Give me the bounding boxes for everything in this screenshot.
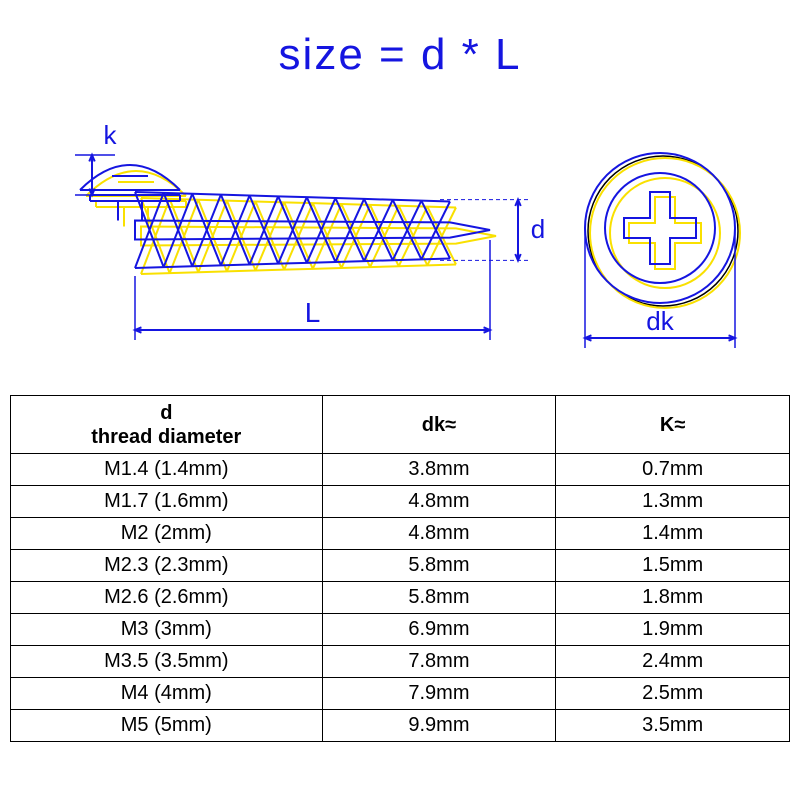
cell-dk: 5.8mm: [322, 550, 556, 582]
col-header-k: K≈: [556, 396, 790, 454]
col-header-d: d thread diameter: [11, 396, 323, 454]
cell-dk: 5.8mm: [322, 582, 556, 614]
table-header-row: d thread diameter dk≈ K≈: [11, 396, 790, 454]
cell-d: M1.7 (1.6mm): [11, 486, 323, 518]
svg-text:dk: dk: [646, 306, 674, 336]
formula-title: size = d * L: [0, 30, 800, 80]
cell-k: 1.4mm: [556, 518, 790, 550]
cell-dk: 7.9mm: [322, 678, 556, 710]
cell-dk: 4.8mm: [322, 518, 556, 550]
svg-text:L: L: [305, 297, 321, 328]
svg-text:d: d: [531, 214, 545, 244]
col-header-dk: dk≈: [322, 396, 556, 454]
table-body: M1.4 (1.4mm)3.8mm0.7mmM1.7 (1.6mm)4.8mm1…: [11, 454, 790, 742]
cell-d: M1.4 (1.4mm): [11, 454, 323, 486]
table-row: M2.6 (2.6mm)5.8mm1.8mm: [11, 582, 790, 614]
cell-k: 0.7mm: [556, 454, 790, 486]
cell-d: M3 (3mm): [11, 614, 323, 646]
dimensions-table: d thread diameter dk≈ K≈ M1.4 (1.4mm)3.8…: [10, 395, 790, 742]
page-container: size = d * L k Ld dk d thread diameter dk≈…: [0, 0, 800, 800]
cell-d: M4 (4mm): [11, 678, 323, 710]
table-row: M3.5 (3.5mm)7.8mm2.4mm: [11, 646, 790, 678]
cell-dk: 3.8mm: [322, 454, 556, 486]
cell-d: M2 (2mm): [11, 518, 323, 550]
table-row: M2.3 (2.3mm)5.8mm1.5mm: [11, 550, 790, 582]
table-row: M1.7 (1.6mm)4.8mm1.3mm: [11, 486, 790, 518]
cell-k: 1.9mm: [556, 614, 790, 646]
cell-k: 3.5mm: [556, 710, 790, 742]
cell-k: 1.3mm: [556, 486, 790, 518]
cell-dk: 4.8mm: [322, 486, 556, 518]
cell-d: M2.6 (2.6mm): [11, 582, 323, 614]
diagram-svg: k Ld dk: [20, 80, 780, 370]
cell-dk: 9.9mm: [322, 710, 556, 742]
svg-text:k: k: [104, 120, 118, 150]
cell-k: 2.4mm: [556, 646, 790, 678]
cell-k: 1.5mm: [556, 550, 790, 582]
table-row: M3 (3mm)6.9mm1.9mm: [11, 614, 790, 646]
cell-dk: 7.8mm: [322, 646, 556, 678]
cell-d: M3.5 (3.5mm): [11, 646, 323, 678]
dimensions-table-wrap: d thread diameter dk≈ K≈ M1.4 (1.4mm)3.8…: [10, 395, 790, 742]
cell-k: 1.8mm: [556, 582, 790, 614]
screw-diagram: k Ld dk: [20, 80, 780, 370]
table-row: M4 (4mm)7.9mm2.5mm: [11, 678, 790, 710]
cell-d: M2.3 (2.3mm): [11, 550, 323, 582]
table-row: M1.4 (1.4mm)3.8mm0.7mm: [11, 454, 790, 486]
table-row: M5 (5mm)9.9mm3.5mm: [11, 710, 790, 742]
cell-k: 2.5mm: [556, 678, 790, 710]
cell-dk: 6.9mm: [322, 614, 556, 646]
table-row: M2 (2mm)4.8mm1.4mm: [11, 518, 790, 550]
cell-d: M5 (5mm): [11, 710, 323, 742]
